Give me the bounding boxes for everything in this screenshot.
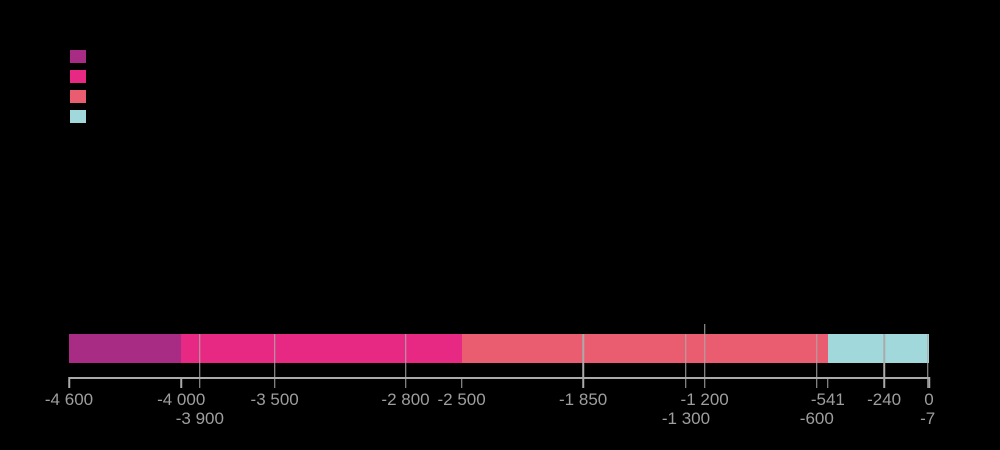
x-axis-line <box>69 377 929 379</box>
tick-label: -7 <box>920 409 936 428</box>
event-marker-line <box>582 334 584 388</box>
event-marker-line <box>273 334 276 388</box>
tick-label: -3 500 <box>250 390 299 409</box>
legend-swatch-4 <box>70 110 86 123</box>
axis-tick <box>827 377 829 388</box>
tick-label: -1 850 <box>559 390 608 409</box>
legend-swatch-3 <box>70 90 86 103</box>
tick-label: -1 300 <box>661 409 711 428</box>
event-marker-line <box>703 324 706 388</box>
axis-tick <box>68 377 70 388</box>
bar-segment-4 <box>827 334 929 363</box>
event-marker-line <box>926 334 929 388</box>
event-marker-line <box>816 334 818 388</box>
legend-swatch-2 <box>70 70 86 83</box>
bar-segment-1 <box>69 334 182 363</box>
tick-label: -600 <box>799 409 834 428</box>
tick-label: -3 900 <box>175 409 224 428</box>
event-marker-line <box>883 334 885 388</box>
tick-label: -4 000 <box>157 390 206 409</box>
tick-label: -4 600 <box>44 390 94 409</box>
legend-swatch-1 <box>70 50 86 63</box>
tick-label: -2 500 <box>437 390 486 409</box>
tick-label: 0 <box>924 390 934 409</box>
bar-segment-3 <box>461 334 828 363</box>
axis-tick <box>928 377 930 388</box>
event-marker-line <box>404 334 407 388</box>
axis-tick <box>460 377 463 388</box>
event-marker-line <box>199 334 201 388</box>
tick-label: -240 <box>867 390 902 409</box>
axis-tick <box>180 377 182 388</box>
event-marker-line <box>685 334 687 388</box>
tick-label: -541 <box>810 390 845 409</box>
tick-label: -2 800 <box>381 390 430 409</box>
tick-label: -1 200 <box>680 390 729 409</box>
bar-segment-2 <box>181 334 462 363</box>
